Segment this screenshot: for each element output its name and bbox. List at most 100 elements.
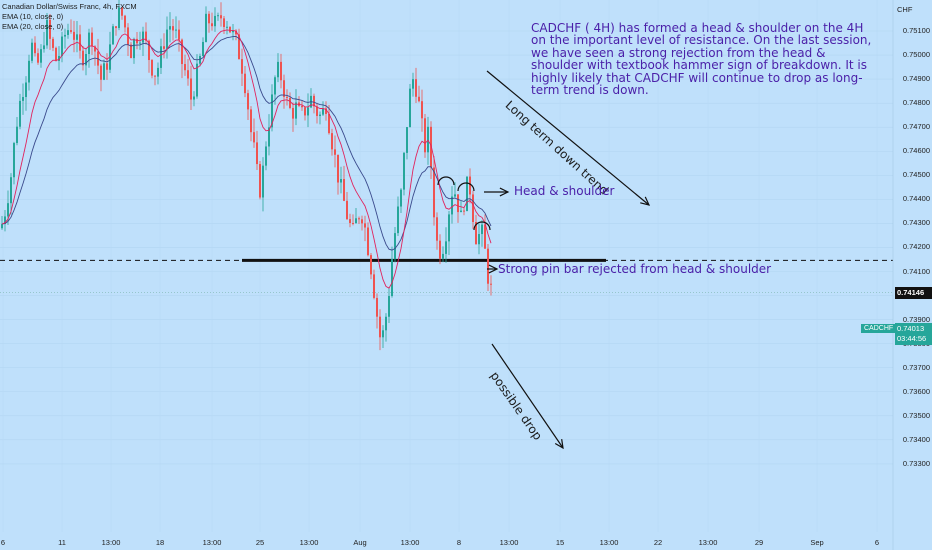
price-tick: 0.75000 [902,50,930,60]
head-shoulder-label: Head & shoulder [514,184,615,198]
candle-body [106,63,108,70]
candle-body [133,38,135,59]
candle-body [403,152,405,190]
shoulder-arc [437,176,455,186]
time-tick: 13:00 [599,538,619,547]
candle-body [307,107,309,116]
candle-body [169,26,171,30]
candle-body [148,40,150,61]
candle-body [34,42,36,54]
candle-body [394,233,396,260]
time-tick: 11 [58,538,66,547]
candle-body [424,118,426,153]
candle-body [247,93,249,110]
candle-body [172,26,174,31]
candle-body [352,222,354,224]
candle-body [43,45,45,50]
candle-body [190,78,192,100]
candle-body [124,15,126,28]
candle-body [481,224,483,235]
candle-body [460,210,462,213]
candle-body [418,96,420,102]
long-term-trend-arrow-head [640,196,651,206]
candle-body [214,15,216,27]
candle-body [208,13,210,24]
current-price: 0.74013 [897,324,925,333]
ema20-line [1,35,492,251]
time-tick: 22 [653,538,663,547]
candle-body [94,46,96,52]
candle-body [187,70,189,79]
pin-bar-label: Strong pin bar rejected from head & shou… [498,262,772,276]
time-tick: 25 [255,538,265,547]
candle-body [274,77,276,95]
candle-body [88,32,90,55]
candle-body [322,108,324,115]
head-shoulder-arrow-head [499,187,510,197]
candle-body [469,176,471,195]
time-tick: 13:00 [299,538,319,547]
candle-body [61,36,63,56]
support-price-label: 0.74146 [895,287,932,299]
candle-body [13,143,15,178]
candle-body [451,196,453,215]
candle-body [487,248,489,284]
candle-body [217,15,219,17]
candle-body [301,105,303,108]
candle-body [439,240,441,259]
candle-body [319,114,321,116]
candle-body [367,227,369,256]
candle-body [472,194,474,223]
price-tick: 0.75100 [902,26,930,35]
legend-ema10: EMA (10, close, 0) [2,12,64,21]
candle-body [58,55,60,61]
candle-body [166,29,168,49]
candle-body [412,79,414,89]
candle-body [415,79,417,97]
candle-body [79,34,81,51]
candle-body [196,63,198,97]
candle-body [289,97,291,108]
current-price-box: 0.74013 03:44:56 [895,323,932,345]
candle-body [4,216,6,225]
candle-body [280,61,282,81]
symbol-tag: CADCHF [861,324,897,333]
candle-body [268,127,270,147]
candle-body [388,296,390,317]
candle-body [343,179,345,201]
candle-body [457,194,459,213]
candle-body [16,126,18,144]
candle-body [142,31,144,43]
candle-body [238,34,240,60]
candle-body [406,127,408,153]
time-tick: 18 [155,538,165,547]
currency-label: CHF [897,5,913,14]
candle-body [19,100,21,127]
legend-title: Canadian Dollar/Swiss Franc, 4h, FXCM [2,2,137,11]
candle-body [385,316,387,331]
ema10-line [1,29,492,289]
price-tick: 0.73900 [902,314,930,324]
price-tick: 0.73600 [902,386,930,396]
drawings [437,70,651,450]
candle-body [67,30,69,35]
candle-body [349,219,351,223]
candle-body [328,113,330,134]
time-tick: 13:00 [400,538,420,547]
candle-body [364,223,366,228]
candle-body [475,222,477,245]
candle-body [157,67,159,77]
candle-body [253,132,255,143]
candle-body [337,154,339,183]
candle-body [265,146,267,166]
candle-body [73,31,75,40]
candle-body [82,50,84,66]
candle-body [346,200,348,220]
time-tick: Aug [353,538,367,547]
candle-body [232,30,234,33]
candlesticks [1,0,492,351]
candle-body [49,19,51,39]
candle-body [211,23,213,27]
price-tick: 0.74300 [902,218,930,228]
